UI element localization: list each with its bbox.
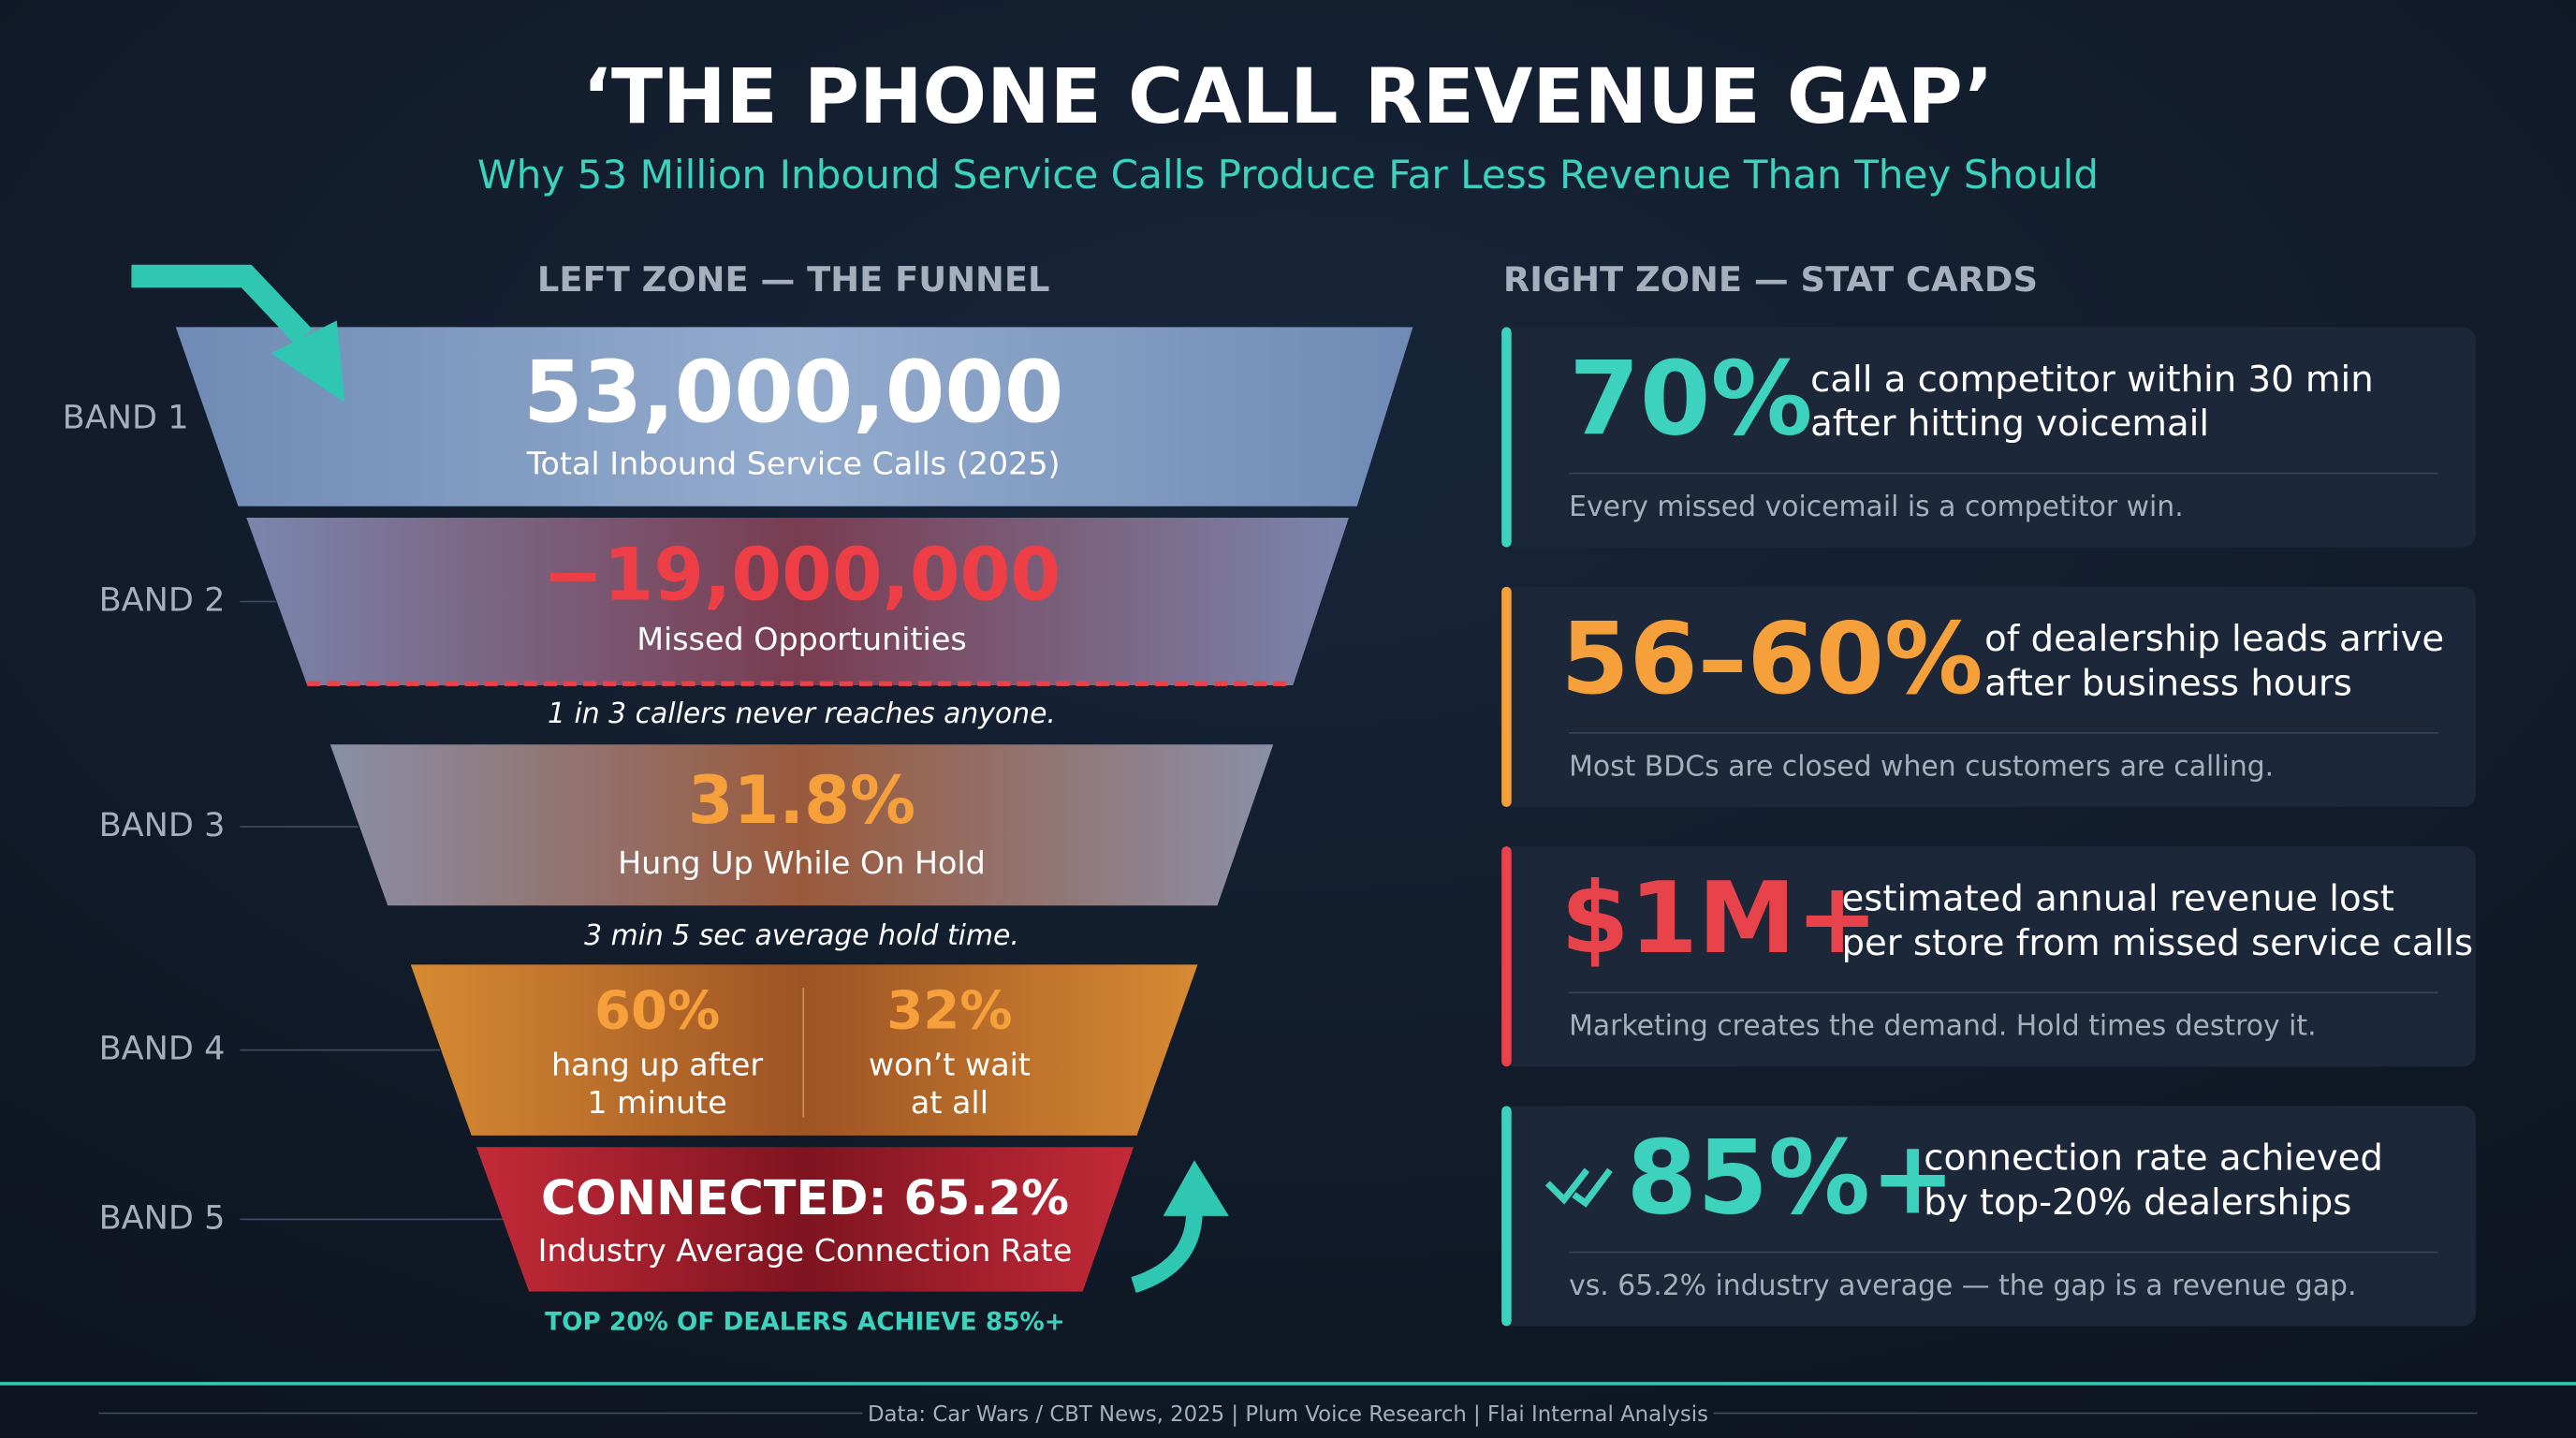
card bbox=[1501, 1106, 2476, 1327]
band-label: BAND 4 bbox=[99, 1030, 226, 1068]
split-value: 60% bbox=[594, 981, 720, 1042]
band-note: 1 in 3 callers never reaches anyone. bbox=[548, 697, 1056, 730]
band-caption: Total Inbound Service Calls (2025) bbox=[526, 445, 1061, 481]
card bbox=[1501, 586, 2476, 807]
band-value: 53,000,000 bbox=[523, 342, 1063, 442]
stat-cards: 70%call a competitor within 30 minafter … bbox=[1501, 327, 2476, 1327]
band-note: TOP 20% OF DEALERS ACHIEVE 85%+ bbox=[545, 1309, 1065, 1337]
split-caption: at all bbox=[911, 1084, 988, 1121]
up-arrow bbox=[1131, 1207, 1203, 1293]
card-stat: 85%+ bbox=[1627, 1118, 1956, 1237]
card-note: Every missed voicemail is a competitor w… bbox=[1569, 491, 2184, 523]
band-label: BAND 5 bbox=[99, 1198, 226, 1237]
card-text: of dealership leads arrive bbox=[1984, 618, 2444, 660]
band-value: CONNECTED: 65.2% bbox=[541, 1171, 1069, 1226]
check-icon bbox=[1544, 1167, 1590, 1205]
band-label: BAND 2 bbox=[99, 581, 226, 620]
card-text: estimated annual revenue lost bbox=[1841, 877, 2393, 919]
band-shape bbox=[476, 1147, 1134, 1292]
split-value: 32% bbox=[886, 981, 1012, 1042]
funnel-heading: LEFT ZONE — THE FUNNEL bbox=[537, 259, 1050, 300]
card-stat: 70% bbox=[1569, 339, 1812, 458]
band-caption: Industry Average Connection Rate bbox=[538, 1232, 1073, 1269]
band-shape bbox=[246, 518, 1349, 686]
subtitle: Why 53 Million Inbound Service Calls Pro… bbox=[477, 152, 2099, 198]
card bbox=[1501, 846, 2476, 1067]
card-text: by top-20% dealerships bbox=[1924, 1181, 2351, 1224]
split-caption: won’t wait bbox=[869, 1047, 1031, 1083]
split-caption: hang up after bbox=[551, 1047, 763, 1083]
band-label: BAND 1 bbox=[63, 399, 189, 437]
band-note: 3 min 5 sec average hold time. bbox=[584, 919, 1019, 952]
card-stat: $1M+ bbox=[1560, 860, 1879, 976]
entry-arrow bbox=[131, 264, 313, 345]
card-accent bbox=[1501, 1106, 1512, 1327]
card-accent bbox=[1501, 846, 1512, 1067]
band-shape bbox=[175, 327, 1413, 506]
card-text: call a competitor within 30 min bbox=[1810, 359, 2374, 401]
footer-source: Data: Car Wars / CBT News, 2025 | Plum V… bbox=[868, 1402, 1708, 1427]
card-text: per store from missed service calls bbox=[1841, 922, 2473, 964]
band-shape bbox=[329, 744, 1274, 906]
card bbox=[1501, 327, 2476, 548]
card-accent bbox=[1501, 327, 1512, 548]
split-caption: 1 minute bbox=[587, 1084, 726, 1121]
funnel: BAND 1 BAND 2 BAND 3 BAND 4 BAND 5 53,00… bbox=[63, 264, 1413, 1337]
cards-heading: RIGHT ZONE — STAT CARDS bbox=[1503, 259, 2038, 300]
band-caption: Missed Opportunities bbox=[637, 621, 966, 657]
card-note: vs. 65.2% industry average — the gap is … bbox=[1569, 1269, 2356, 1302]
card-text: after hitting voicemail bbox=[1810, 403, 2209, 445]
band-label: BAND 3 bbox=[99, 806, 226, 844]
card-text: after business hours bbox=[1984, 663, 2352, 705]
card-accent bbox=[1501, 586, 1512, 807]
band-value: −19,000,000 bbox=[543, 534, 1061, 618]
card-note: Most BDCs are closed when customers are … bbox=[1569, 750, 2274, 783]
arrow-head bbox=[271, 320, 345, 404]
title: ‘THE PHONE CALL REVENUE GAP’ bbox=[582, 53, 1993, 141]
card-text: connection rate achieved bbox=[1924, 1137, 2383, 1180]
arrow-head bbox=[1163, 1160, 1229, 1216]
card-note: Marketing creates the demand. Hold times… bbox=[1569, 1010, 2316, 1043]
band-value: 31.8% bbox=[688, 762, 916, 839]
band-caption: Hung Up While On Hold bbox=[618, 844, 986, 881]
card-stat: 56–60% bbox=[1560, 601, 1983, 716]
check-icon bbox=[1572, 1167, 1613, 1208]
